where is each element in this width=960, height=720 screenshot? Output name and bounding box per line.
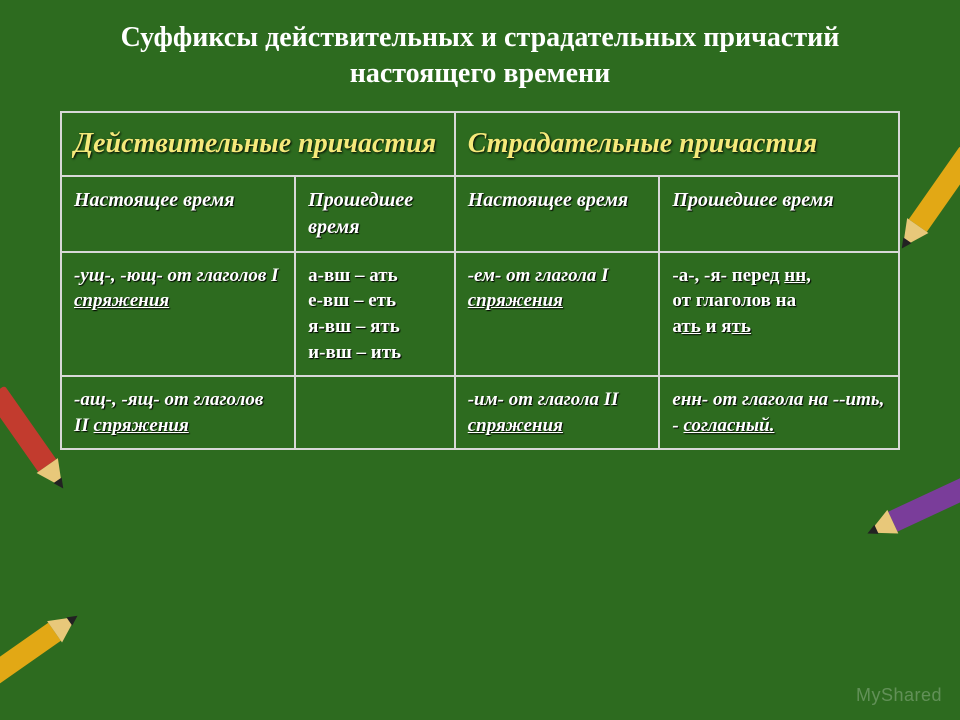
line: -а-, -я- перед нн, — [672, 263, 886, 289]
line: от глаголов на — [672, 288, 886, 314]
line: а-вш – ать — [308, 263, 442, 289]
link-text: согласный. — [683, 415, 774, 436]
line: я-вш – ять — [308, 314, 442, 340]
cell-r1c2: а-вш – ать е-вш – еть я-вш – ять и-вш – … — [295, 252, 455, 377]
cell-r2c2 — [295, 376, 455, 449]
header-active: Действительные причастия — [61, 112, 455, 176]
cell-r1c3: -ем- от глагола I спряжения — [455, 252, 660, 377]
header-passive: Страдательные причастия — [455, 112, 899, 176]
link-text: спряжения — [74, 290, 169, 311]
link-text: спряжения — [468, 290, 563, 311]
table-row: -ащ-, -ящ- от глаголов II спряжения -им-… — [61, 376, 899, 449]
subhdr-past-1: Прошедшее время — [295, 176, 455, 252]
slide-title: Суффиксы действительных и страдательных … — [60, 20, 900, 93]
table-row: -ущ-, -ющ- от глаголов I спряжения а-вш … — [61, 252, 899, 377]
subhdr-present-2: Настоящее время — [455, 176, 660, 252]
line: и-вш – ить — [308, 340, 442, 366]
subhdr-past-2: Прошедшее время — [659, 176, 899, 252]
u-text: ть — [681, 316, 700, 337]
cell-r1c1: -ущ-, -ющ- от глаголов I спряжения — [61, 252, 295, 377]
line: е-вш – еть — [308, 288, 442, 314]
line: ать и ять — [672, 314, 886, 340]
text: и я — [701, 316, 732, 337]
subhdr-present-1: Настоящее время — [61, 176, 295, 252]
u-text: нн, — [784, 265, 811, 286]
u-text: ть — [732, 316, 751, 337]
pencil-icon — [861, 474, 960, 545]
pencil-icon — [0, 606, 85, 693]
cell-r2c3: -им- от глагола II спряжения — [455, 376, 660, 449]
link-text: спряжения — [94, 415, 189, 436]
text: -ем- от глагола I — [468, 265, 609, 286]
text: -ущ-, -ющ- от глаголов I — [74, 265, 278, 286]
table-header-main-row: Действительные причастия Страдательные п… — [61, 112, 899, 176]
text: -им- от глагола II — [468, 389, 619, 410]
cell-r2c4: енн- от глагола на --ить, - согласный. — [659, 376, 899, 449]
cell-r2c1: -ащ-, -ящ- от глаголов II спряжения — [61, 376, 295, 449]
cell-r1c4: -а-, -я- перед нн, от глаголов на ать и … — [659, 252, 899, 377]
participle-table: Действительные причастия Страдательные п… — [60, 111, 900, 451]
watermark: MyShared — [856, 685, 942, 706]
text: -а-, -я- перед — [672, 265, 784, 286]
table-header-sub-row: Настоящее время Прошедшее время Настояще… — [61, 176, 899, 252]
link-text: спряжения — [468, 415, 563, 436]
pencil-icon — [892, 146, 960, 257]
slide: Суффиксы действительных и страдательных … — [0, 0, 960, 720]
